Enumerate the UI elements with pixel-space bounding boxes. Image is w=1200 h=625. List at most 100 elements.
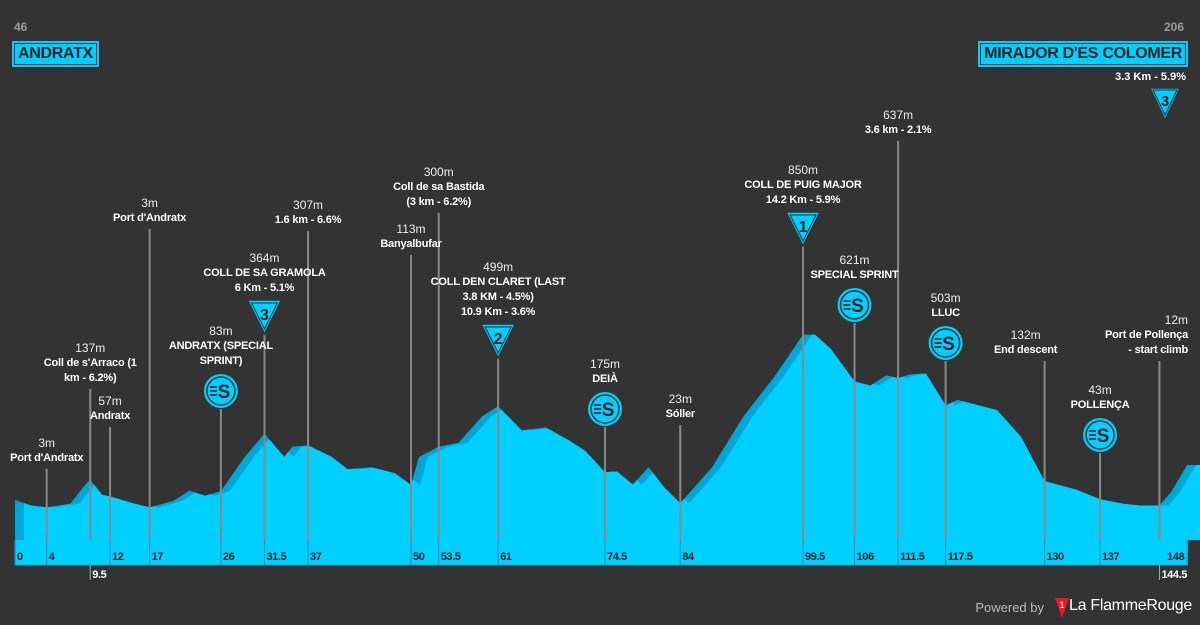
route-marker-label: 3m Port d'Andratx — [113, 196, 186, 226]
marker-name-line: Port d'Andratx — [113, 212, 187, 224]
kom-category-icon — [479, 323, 517, 360]
marker-name-line: Port de Pollença — [1105, 329, 1188, 341]
profile-area — [24, 334, 1200, 540]
brand-name: La FlammeRouge — [1069, 597, 1192, 614]
marker-name-line: 10.9 Km - 3.6% — [460, 306, 536, 318]
marker-name-line: Port d'Andratx — [10, 452, 84, 464]
marker-name-line: 3.8 KM - 4.5%) — [462, 291, 534, 303]
km-tick-label: 84 — [682, 551, 694, 563]
start-km-marker: 46 — [14, 20, 28, 34]
km-tick-label: 31.5 — [266, 551, 287, 563]
marker-name-line: DEIÀ — [592, 373, 618, 385]
marker-elevation: 83m — [209, 324, 233, 338]
marker-name-line: Andratx — [89, 410, 131, 422]
sprint-icon-ring — [930, 328, 961, 358]
marker-name-line: 6 Km - 5.1% — [234, 282, 295, 294]
kom-category-icon-inner — [484, 326, 512, 355]
sprint-icon-ring — [1085, 420, 1115, 450]
finish-kom-category: 3 — [1161, 93, 1169, 110]
marker-elevation: 307m — [293, 198, 324, 212]
marker-elevation: 132m — [1010, 328, 1041, 342]
marker-elevation: 637m — [883, 108, 914, 122]
marker-name-line: 3.6 km - 2.1% — [864, 124, 932, 136]
sprint-icon — [928, 326, 963, 360]
km-tick-label: 0 — [17, 551, 23, 563]
marker-name-line: Sóller — [665, 408, 696, 420]
sprint-icon — [837, 288, 872, 322]
route-marker-label: 83m ANDRATX (SPECIAL SPRINT) — [169, 324, 273, 369]
marker-name-line: End descent — [994, 344, 1058, 356]
route-marker-label: 621m SPECIAL SPRINT — [810, 253, 898, 283]
sprint-icon-glyph: S — [218, 382, 231, 403]
start-location-label: ANDRATX — [12, 41, 99, 67]
km-tick-label: 111.5 — [900, 551, 925, 563]
sprint-icon — [203, 374, 238, 408]
km-tick-label: 148 — [1167, 551, 1185, 563]
marker-elevation: 300m — [423, 165, 454, 179]
km-axis-strip — [15, 540, 1188, 565]
km-tick-label: 53.5 — [440, 551, 461, 563]
sprint-icon — [1083, 418, 1118, 452]
route-marker-label: 503m LLUC — [931, 291, 961, 321]
km-tick-label: 4 — [48, 551, 55, 563]
marker-name-line: (3 km - 6.2%) — [406, 196, 472, 208]
route-marker-label: 113m Banyalbufar — [380, 222, 442, 252]
marker-elevation: 850m — [788, 163, 819, 177]
route-marker-label: 637m 3.6 km - 2.1% — [865, 108, 932, 138]
marker-name-line: POLLENÇA — [1070, 399, 1130, 411]
marker-name-line: LLUC — [931, 307, 960, 319]
route-marker-label: 12m Port de Pollença - start climb — [1105, 313, 1188, 358]
route-marker-label: 57m Andratx — [90, 394, 130, 424]
km-tick-label: 74.5 — [607, 551, 627, 563]
marker-name-line: 1.6 km - 6.6% — [274, 214, 342, 226]
sprint-icon-glyph: S — [851, 296, 864, 317]
marker-name-line: COLL DE SA GRAMOLA — [203, 267, 326, 279]
km-tick-label: 130 — [1046, 551, 1065, 563]
marker-name-line: ANDRATX (SPECIAL — [168, 340, 273, 352]
km-tick-label: 106 — [856, 551, 875, 563]
la-flamme-rouge-logo-icon: 1 — [1055, 598, 1069, 618]
route-marker-label: 850m COLL DE PUIG MAJOR 14.2 Km - 5.9% — [744, 163, 861, 208]
sprint-icon-ring — [206, 376, 236, 406]
route-marker-label: 175m DEIÀ — [590, 357, 620, 387]
kom-category-number: 2 — [494, 331, 503, 348]
route-marker-label: 3m Port d'Andratx — [10, 436, 83, 466]
powered-by-label: Powered by — [975, 600, 1044, 615]
sprint-icon-glyph: S — [602, 400, 615, 421]
finish-km-marker: 206 — [1163, 20, 1184, 34]
route-marker-label: 499m COLL DEN CLARET (LAST 3.8 KM - 4.5%) 1… — [431, 260, 566, 320]
sprint-icon-ring — [839, 290, 870, 320]
sprint-icon-ring — [590, 394, 620, 424]
sprint-icon-glyph: S — [1097, 426, 1110, 447]
marker-name-line: COLL DE PUIG MAJOR — [744, 179, 862, 191]
marker-elevation: 621m — [839, 253, 870, 267]
marker-name-line: km - 6.2%) — [64, 372, 117, 384]
km-tick-label: 117.5 — [947, 551, 973, 563]
finish-climb-stats: 3.3 Km - 5.9% — [1115, 71, 1186, 83]
marker-elevation: 503m — [930, 291, 961, 305]
route-marker-label: 137m Coll de s'Arraco (1 km - 6.2%) — [44, 341, 137, 386]
kom-category-icon-inner — [789, 214, 817, 243]
marker-name-line: Banyalbufar — [380, 238, 442, 250]
finish-location-label: MIRADOR D'ES COLOMER — [978, 41, 1188, 67]
marker-elevation: 23m — [668, 392, 692, 406]
marker-elevation: 364m — [249, 251, 280, 265]
marker-elevation: 3m — [38, 436, 55, 450]
km-tick-label: 26 — [222, 551, 235, 563]
marker-elevation: 175m — [590, 357, 621, 371]
kom-category-icon — [246, 299, 283, 336]
marker-name-line: Coll de s'Arraco (1 — [43, 357, 137, 369]
kom-category-icon — [784, 211, 822, 248]
km-tick-label: 12 — [112, 551, 124, 563]
sprint-icon-glyph: S — [942, 334, 955, 355]
km-tick-label-below: 144.5 — [1161, 569, 1187, 581]
km-tick-label: 50 — [413, 551, 425, 563]
marker-elevation: 57m — [98, 394, 122, 408]
route-marker-label: 23m Sóller — [665, 392, 696, 422]
km-tick-label: 61 — [500, 551, 512, 563]
marker-elevation: 137m — [75, 341, 106, 355]
km-tick-label: 17 — [151, 551, 164, 563]
svg-text:1: 1 — [1059, 600, 1064, 610]
kom-category-number: 1 — [799, 219, 808, 236]
